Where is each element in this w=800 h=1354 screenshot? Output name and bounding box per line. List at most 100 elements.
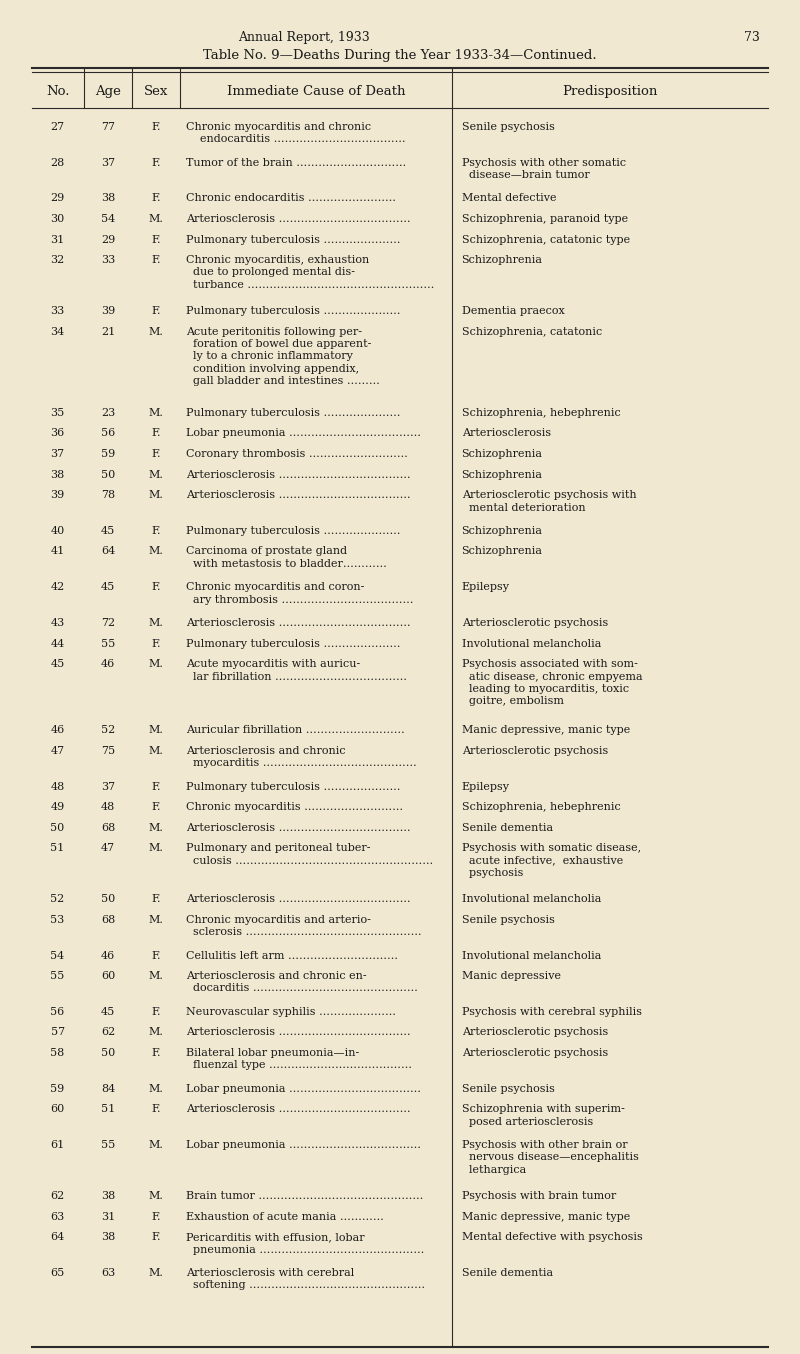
Text: 45: 45 <box>50 659 65 669</box>
Text: Cellulitis left arm …………………………: Cellulitis left arm ………………………… <box>186 951 398 960</box>
Text: 63: 63 <box>50 1212 65 1221</box>
Text: 62: 62 <box>50 1192 65 1201</box>
Text: F.: F. <box>151 1105 161 1114</box>
Text: Senile dementia: Senile dementia <box>462 823 553 833</box>
Text: Chronic myocarditis and arterio-
  sclerosis …………………………………………: Chronic myocarditis and arterio- scleros… <box>186 915 422 937</box>
Text: Lobar pneumonia ………………………………: Lobar pneumonia ……………………………… <box>186 1140 422 1150</box>
Text: 54: 54 <box>101 214 115 223</box>
Text: 55: 55 <box>101 639 115 649</box>
Text: Schizophrenia, paranoid type: Schizophrenia, paranoid type <box>462 214 628 223</box>
Text: 68: 68 <box>101 823 115 833</box>
Text: F.: F. <box>151 1048 161 1057</box>
Text: 48: 48 <box>101 802 115 812</box>
Text: Arteriosclerosis ………………………………: Arteriosclerosis ……………………………… <box>186 214 411 223</box>
Text: 78: 78 <box>101 490 115 500</box>
Text: 77: 77 <box>101 122 115 131</box>
Text: 32: 32 <box>50 255 65 265</box>
Text: F.: F. <box>151 1232 161 1242</box>
Text: Involutional melancholia: Involutional melancholia <box>462 894 601 904</box>
Text: M.: M. <box>149 214 163 223</box>
Text: Senile psychosis: Senile psychosis <box>462 1083 554 1094</box>
Text: 50: 50 <box>50 823 65 833</box>
Text: 31: 31 <box>50 234 65 245</box>
Text: Predisposition: Predisposition <box>562 85 658 99</box>
Text: Acute myocarditis with auricu-
  lar fibrillation ………………………………: Acute myocarditis with auricu- lar fibri… <box>186 659 407 681</box>
Text: 57: 57 <box>50 1028 65 1037</box>
Text: 49: 49 <box>50 802 65 812</box>
Text: Arteriosclerosis ………………………………: Arteriosclerosis ……………………………… <box>186 1105 411 1114</box>
Text: 48: 48 <box>50 781 65 792</box>
Text: 46: 46 <box>101 951 115 960</box>
Text: 21: 21 <box>101 326 115 337</box>
Text: F.: F. <box>151 450 161 459</box>
Text: 84: 84 <box>101 1083 115 1094</box>
Text: Mental defective: Mental defective <box>462 194 556 203</box>
Text: 36: 36 <box>50 428 65 439</box>
Text: M.: M. <box>149 823 163 833</box>
Text: 52: 52 <box>50 894 65 904</box>
Text: F.: F. <box>151 1212 161 1221</box>
Text: 41: 41 <box>50 547 65 556</box>
Text: Schizophrenia with superim-
  posed arteriosclerosis: Schizophrenia with superim- posed arteri… <box>462 1105 625 1127</box>
Text: 56: 56 <box>101 428 115 439</box>
Text: M.: M. <box>149 1192 163 1201</box>
Text: 50: 50 <box>101 1048 115 1057</box>
Text: Arteriosclerotic psychosis with
  mental deterioration: Arteriosclerotic psychosis with mental d… <box>462 490 636 513</box>
Text: Lobar pneumonia ………………………………: Lobar pneumonia ……………………………… <box>186 1083 422 1094</box>
Text: Pulmonary tuberculosis …………………: Pulmonary tuberculosis ………………… <box>186 234 401 245</box>
Text: Chronic myocarditis, exhaustion
  due to prolonged mental dis-
  turbance ………………: Chronic myocarditis, exhaustion due to p… <box>186 255 434 290</box>
Text: 45: 45 <box>101 525 115 536</box>
Text: 68: 68 <box>101 915 115 925</box>
Text: M.: M. <box>149 547 163 556</box>
Text: F.: F. <box>151 525 161 536</box>
Text: Arteriosclerosis and chronic
  myocarditis ……………………………………: Arteriosclerosis and chronic myocarditis… <box>186 746 417 768</box>
Text: M.: M. <box>149 915 163 925</box>
Text: Psychosis with other brain or
  nervous disease—encephalitis
  lethargica: Psychosis with other brain or nervous di… <box>462 1140 638 1175</box>
Text: Age: Age <box>95 85 121 99</box>
Text: Manic depressive, manic type: Manic depressive, manic type <box>462 726 630 735</box>
Text: 59: 59 <box>50 1083 65 1094</box>
Text: Arteriosclerosis ………………………………: Arteriosclerosis ……………………………… <box>186 617 411 628</box>
Text: Coronary thrombosis ………………………: Coronary thrombosis ……………………… <box>186 450 408 459</box>
Text: 38: 38 <box>101 1232 115 1242</box>
Text: Immediate Cause of Death: Immediate Cause of Death <box>226 85 406 99</box>
Text: 55: 55 <box>50 971 65 982</box>
Text: M.: M. <box>149 726 163 735</box>
Text: 50: 50 <box>101 894 115 904</box>
Text: 64: 64 <box>50 1232 65 1242</box>
Text: M.: M. <box>149 1083 163 1094</box>
Text: Arteriosclerosis ………………………………: Arteriosclerosis ……………………………… <box>186 894 411 904</box>
Text: 60: 60 <box>50 1105 65 1114</box>
Text: M.: M. <box>149 470 163 479</box>
Text: Arteriosclerosis and chronic en-
  docarditis ………………………………………: Arteriosclerosis and chronic en- docardi… <box>186 971 418 994</box>
Text: Schizophrenia, catatonic type: Schizophrenia, catatonic type <box>462 234 630 245</box>
Text: M.: M. <box>149 326 163 337</box>
Text: 52: 52 <box>101 726 115 735</box>
Text: 31: 31 <box>101 1212 115 1221</box>
Text: Schizophrenia, catatonic: Schizophrenia, catatonic <box>462 326 602 337</box>
Text: 51: 51 <box>50 844 65 853</box>
Text: 75: 75 <box>101 746 115 756</box>
Text: Dementia praecox: Dementia praecox <box>462 306 564 315</box>
Text: 39: 39 <box>101 306 115 315</box>
Text: Senile psychosis: Senile psychosis <box>462 122 554 131</box>
Text: 28: 28 <box>50 157 65 168</box>
Text: 38: 38 <box>101 1192 115 1201</box>
Text: Epilepsy: Epilepsy <box>462 781 510 792</box>
Text: 29: 29 <box>101 234 115 245</box>
Text: 73: 73 <box>744 31 760 45</box>
Text: Epilepsy: Epilepsy <box>462 582 510 592</box>
Text: M.: M. <box>149 1140 163 1150</box>
Text: Psychosis with cerebral syphilis: Psychosis with cerebral syphilis <box>462 1007 642 1017</box>
Text: Sex: Sex <box>144 85 168 99</box>
Text: 58: 58 <box>50 1048 65 1057</box>
Text: Arteriosclerosis ………………………………: Arteriosclerosis ……………………………… <box>186 823 411 833</box>
Text: Pulmonary tuberculosis …………………: Pulmonary tuberculosis ………………… <box>186 306 401 315</box>
Text: Pulmonary tuberculosis …………………: Pulmonary tuberculosis ………………… <box>186 639 401 649</box>
Text: Exhaustion of acute mania …………: Exhaustion of acute mania ………… <box>186 1212 384 1221</box>
Text: Brain tumor ………………………………………: Brain tumor ……………………………………… <box>186 1192 424 1201</box>
Text: Psychosis with somatic disease,
  acute infective,  exhaustive
  psychosis: Psychosis with somatic disease, acute in… <box>462 844 641 879</box>
Text: No.: No. <box>46 85 70 99</box>
Text: 39: 39 <box>50 490 65 500</box>
Text: 46: 46 <box>101 659 115 669</box>
